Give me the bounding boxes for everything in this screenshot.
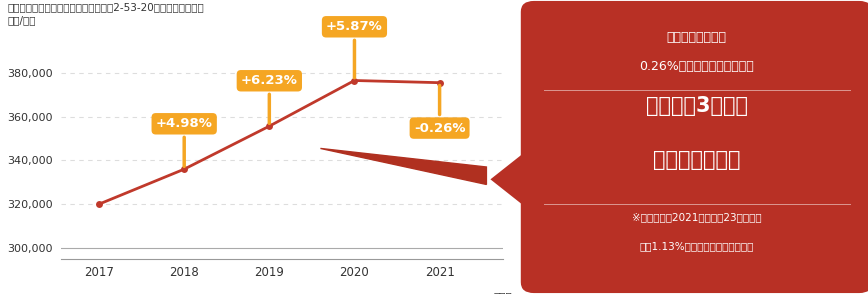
- Point: [177, 167, 191, 171]
- Text: ※コロナ禍で2021年は東京23区内でも: ※コロナ禍で2021年は東京23区内でも: [632, 212, 761, 222]
- Text: （円/㎡）: （円/㎡）: [8, 15, 36, 25]
- FancyBboxPatch shape: [521, 1, 868, 293]
- Polygon shape: [490, 138, 542, 220]
- Point: [432, 80, 446, 85]
- Text: コロナショックで: コロナショックで: [667, 31, 727, 44]
- Text: -0.26%: -0.26%: [414, 86, 465, 135]
- Point: [262, 124, 276, 128]
- Text: 平均1.13%の下落となっています。: 平均1.13%の下落となっています。: [640, 242, 753, 252]
- Text: +4.98%: +4.98%: [155, 117, 213, 166]
- Polygon shape: [320, 148, 486, 184]
- Text: +5.87%: +5.87%: [326, 20, 383, 78]
- Text: 公示地価3年連続: 公示地価3年連続: [646, 96, 747, 116]
- Point: [92, 202, 106, 206]
- Text: ４％以上の上昇: ４％以上の上昇: [653, 150, 740, 170]
- Text: （年）: （年）: [494, 291, 512, 294]
- Point: [347, 78, 361, 83]
- Text: +6.23%: +6.23%: [241, 74, 298, 123]
- Text: 0.26%下落したがそれ以前は: 0.26%下落したがそれ以前は: [639, 61, 754, 74]
- Text: 物件の最近隣エリア（江戸川区篠崎町2-53-20）の公示地価推移: 物件の最近隣エリア（江戸川区篠崎町2-53-20）の公示地価推移: [8, 2, 204, 12]
